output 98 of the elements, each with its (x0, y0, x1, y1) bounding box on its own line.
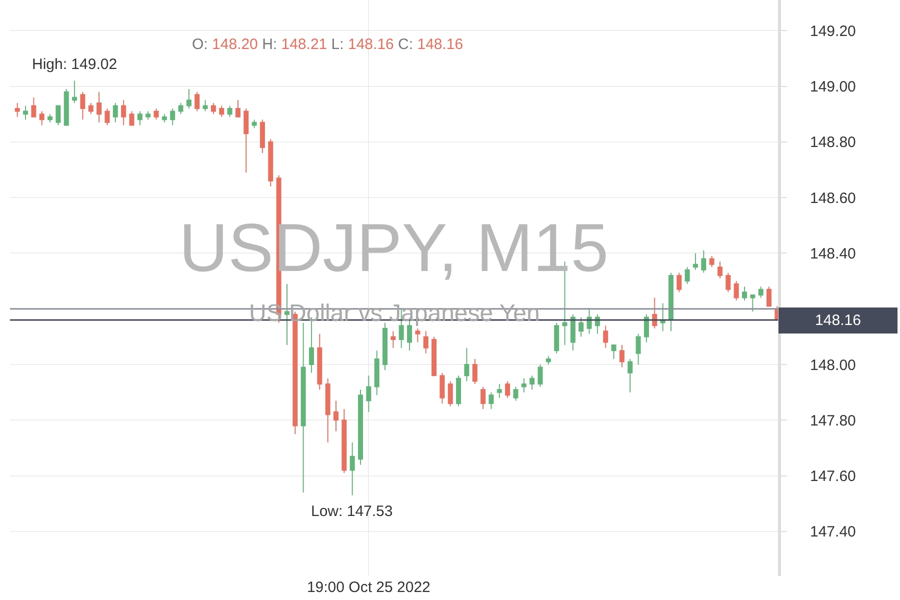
candlestick (366, 375, 372, 412)
candlestick (333, 400, 338, 432)
y-tick-label: 148.00 (810, 356, 856, 374)
candlestick (480, 386, 486, 410)
candlestick (137, 110, 142, 126)
candlestick (72, 80, 78, 104)
y-tick-label: 148.80 (810, 134, 856, 152)
candlestick (129, 110, 134, 126)
candlestick (268, 138, 274, 187)
candlestick (48, 114, 53, 123)
candlestick (342, 408, 347, 474)
candlestick (709, 256, 714, 268)
candlestick (154, 108, 159, 120)
x-tick-label: 19:00 Oct 25 2022 (306, 579, 430, 596)
annotation: O: 148.20 H: 148.21 L: 148.16 C: 148.16 (192, 36, 464, 53)
y-tick-label: 149.20 (810, 22, 856, 40)
candlestick (96, 91, 102, 123)
candlestick (235, 100, 240, 118)
candlestick (374, 350, 380, 396)
candlestick (88, 102, 94, 115)
candlestick (636, 333, 641, 366)
candlestick (692, 252, 698, 270)
y-tick-label: 148.40 (810, 245, 856, 262)
annotation: High: 149.02 (32, 56, 118, 73)
candlestick (717, 261, 722, 279)
candlestick (521, 378, 526, 393)
candlestick (112, 102, 118, 123)
candlestick (252, 119, 257, 128)
candlestick (325, 378, 330, 443)
candlestick (505, 380, 510, 398)
candlestick (530, 375, 535, 390)
y-tick-label: 147.80 (810, 412, 856, 430)
candlestick (603, 325, 608, 348)
candlestick (750, 294, 756, 312)
candlestick (570, 314, 576, 352)
annotation: Low: 147.53 (311, 503, 393, 520)
candlestick (415, 328, 420, 343)
candlestick (350, 442, 355, 496)
candlestick (644, 314, 649, 343)
candlestick (31, 96, 36, 118)
candlestick (227, 105, 232, 118)
candlestick (423, 330, 428, 354)
y-tick-label: 148.60 (810, 190, 856, 207)
candlestick (432, 336, 437, 376)
candlestick (210, 102, 216, 115)
candlestick (186, 88, 192, 110)
candlestick (619, 344, 624, 368)
candlestick (23, 105, 28, 120)
candlestick (734, 280, 739, 302)
candlestick (766, 286, 772, 307)
candlestick (546, 356, 551, 366)
candlestick (701, 250, 706, 274)
candlestick (194, 91, 200, 112)
candlestick (64, 88, 69, 126)
candlestick (472, 358, 478, 384)
candlestick (162, 114, 167, 123)
candlestick (448, 380, 453, 407)
candlestick (219, 105, 224, 118)
candlestick (676, 272, 682, 293)
candlestick (121, 100, 126, 126)
candlestick (317, 333, 322, 390)
candlestick (456, 375, 462, 407)
candlestick (382, 322, 388, 371)
candlestick (14, 102, 20, 118)
candlestick (660, 302, 666, 332)
y-tick-label: 147.40 (810, 524, 856, 541)
candlestick (513, 386, 518, 402)
candlestick (104, 108, 110, 126)
candlestick (202, 100, 208, 112)
candlestick (496, 384, 502, 398)
candlestick (56, 105, 61, 126)
candlestick (39, 110, 44, 126)
candlestick (146, 110, 151, 120)
candlestick (586, 308, 592, 334)
y-tick-label: 147.60 (810, 468, 856, 486)
candlestick (390, 330, 396, 348)
y-tick-label: 149.00 (810, 78, 856, 96)
candlestick (758, 286, 764, 298)
candlestick (668, 272, 674, 332)
candlestick (178, 102, 184, 115)
candlestick (260, 119, 265, 154)
ref-line-label: 148.16 (815, 312, 861, 329)
candlestick (170, 108, 176, 126)
candlestick (358, 389, 363, 466)
candlestick (244, 108, 249, 174)
candlestick (578, 316, 584, 338)
candlestick (300, 322, 306, 494)
candlestick (684, 266, 690, 284)
candlestick (440, 372, 445, 404)
candlestick (742, 286, 747, 302)
candlestick (488, 392, 494, 410)
candlestick (554, 322, 560, 354)
candlestick (80, 91, 86, 120)
candlestick (464, 347, 470, 382)
candlestick (628, 358, 633, 393)
candlestick (611, 344, 616, 360)
candlestick (726, 272, 731, 293)
candlestick (538, 364, 543, 388)
